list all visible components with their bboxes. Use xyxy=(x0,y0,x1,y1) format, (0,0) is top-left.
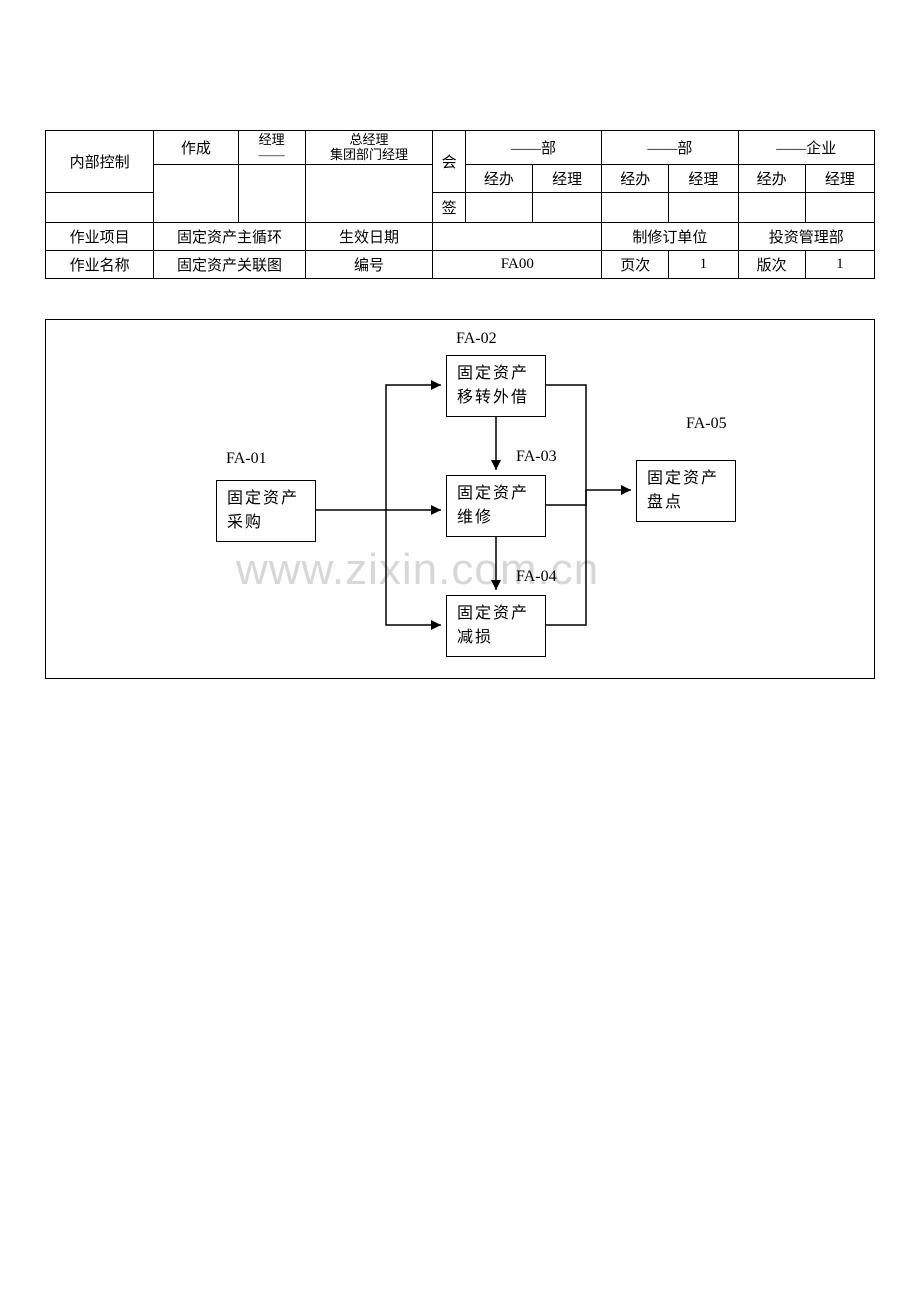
node-fa05-line1: 固定资产 xyxy=(647,470,719,487)
cell-sig6 xyxy=(805,193,874,223)
cell-blank-d xyxy=(46,193,154,223)
node-fa01: 固定资产 采购 xyxy=(216,480,316,542)
cell-blank-c xyxy=(305,165,433,223)
cell-jl1: 经理 xyxy=(532,165,601,193)
node-fa01-line1: 固定资产 xyxy=(227,490,299,507)
cell-enterprise: ——企业 xyxy=(738,131,874,165)
cell-gm: 总经理 集团部门经理 xyxy=(305,131,433,165)
node-fa03: 固定资产 维修 xyxy=(446,475,546,537)
cell-sig3 xyxy=(602,193,669,223)
cell-jb1: 经办 xyxy=(465,165,532,193)
node-fa05: 固定资产 盘点 xyxy=(636,460,736,522)
cell-hui: 会 xyxy=(433,131,465,193)
label-fa01: FA-01 xyxy=(226,450,267,468)
cell-jl2: 经理 xyxy=(669,165,738,193)
cell-sig1 xyxy=(465,193,532,223)
cell-rev-unit-label: 制修订单位 xyxy=(602,223,738,251)
cell-internal-control: 内部控制 xyxy=(46,131,154,193)
header-table: 内部控制 作成 经理 —— 总经理 集团部门经理 会 ——部 ——部 ——企业 … xyxy=(45,130,875,279)
node-fa02: 固定资产 移转外借 xyxy=(446,355,546,417)
cell-name-label: 作业名称 xyxy=(46,251,154,279)
node-fa05-line2: 盘点 xyxy=(647,494,683,511)
cell-effective-date-value xyxy=(433,223,602,251)
node-fa03-line1: 固定资产 xyxy=(457,485,529,502)
cell-jb2: 经办 xyxy=(602,165,669,193)
cell-page-value: 1 xyxy=(669,251,738,279)
label-fa02: FA-02 xyxy=(456,330,497,348)
cell-ver-value: 1 xyxy=(805,251,874,279)
cell-sig2 xyxy=(532,193,601,223)
node-fa04-line2: 减损 xyxy=(457,629,493,646)
cell-effective-date-label: 生效日期 xyxy=(305,223,433,251)
cell-page-label: 页次 xyxy=(602,251,669,279)
cell-sig5 xyxy=(738,193,805,223)
cell-code-value: FA00 xyxy=(433,251,602,279)
node-fa04-line1: 固定资产 xyxy=(457,605,529,622)
node-fa02-line1: 固定资产 xyxy=(457,365,529,382)
cell-dept1: ——部 xyxy=(465,131,601,165)
cell-blank-a xyxy=(154,165,238,223)
cell-ver-label: 版次 xyxy=(738,251,805,279)
cell-qian: 签 xyxy=(433,193,465,223)
diagram-container: www.zixin.com.cn FA-01 FA-02 FA-03 FA-04… xyxy=(45,319,875,679)
cell-manager: 经理 —— xyxy=(238,131,305,165)
cell-name-value: 固定资产关联图 xyxy=(154,251,306,279)
node-fa01-line2: 采购 xyxy=(227,514,263,531)
cell-sig4 xyxy=(669,193,738,223)
cell-proj-label: 作业项目 xyxy=(46,223,154,251)
cell-jb3: 经办 xyxy=(738,165,805,193)
node-fa04: 固定资产 减损 xyxy=(446,595,546,657)
cell-blank-b xyxy=(238,165,305,223)
cell-proj-value: 固定资产主循环 xyxy=(154,223,306,251)
label-fa03: FA-03 xyxy=(516,448,557,466)
cell-manager-top: 经理 xyxy=(243,133,301,147)
cell-gm-line1: 总经理 xyxy=(310,133,429,147)
cell-code-label: 编号 xyxy=(305,251,433,279)
cell-dept2: ——部 xyxy=(602,131,738,165)
cell-rev-unit-value: 投资管理部 xyxy=(738,223,874,251)
cell-zuocheng: 作成 xyxy=(154,131,238,165)
cell-gm-line2: 集团部门经理 xyxy=(310,148,429,162)
cell-manager-bot: —— xyxy=(243,148,301,162)
label-fa05: FA-05 xyxy=(686,415,727,433)
node-fa03-line2: 维修 xyxy=(457,509,493,526)
cell-jl3: 经理 xyxy=(805,165,874,193)
label-fa04: FA-04 xyxy=(516,568,557,586)
node-fa02-line2: 移转外借 xyxy=(457,389,529,406)
